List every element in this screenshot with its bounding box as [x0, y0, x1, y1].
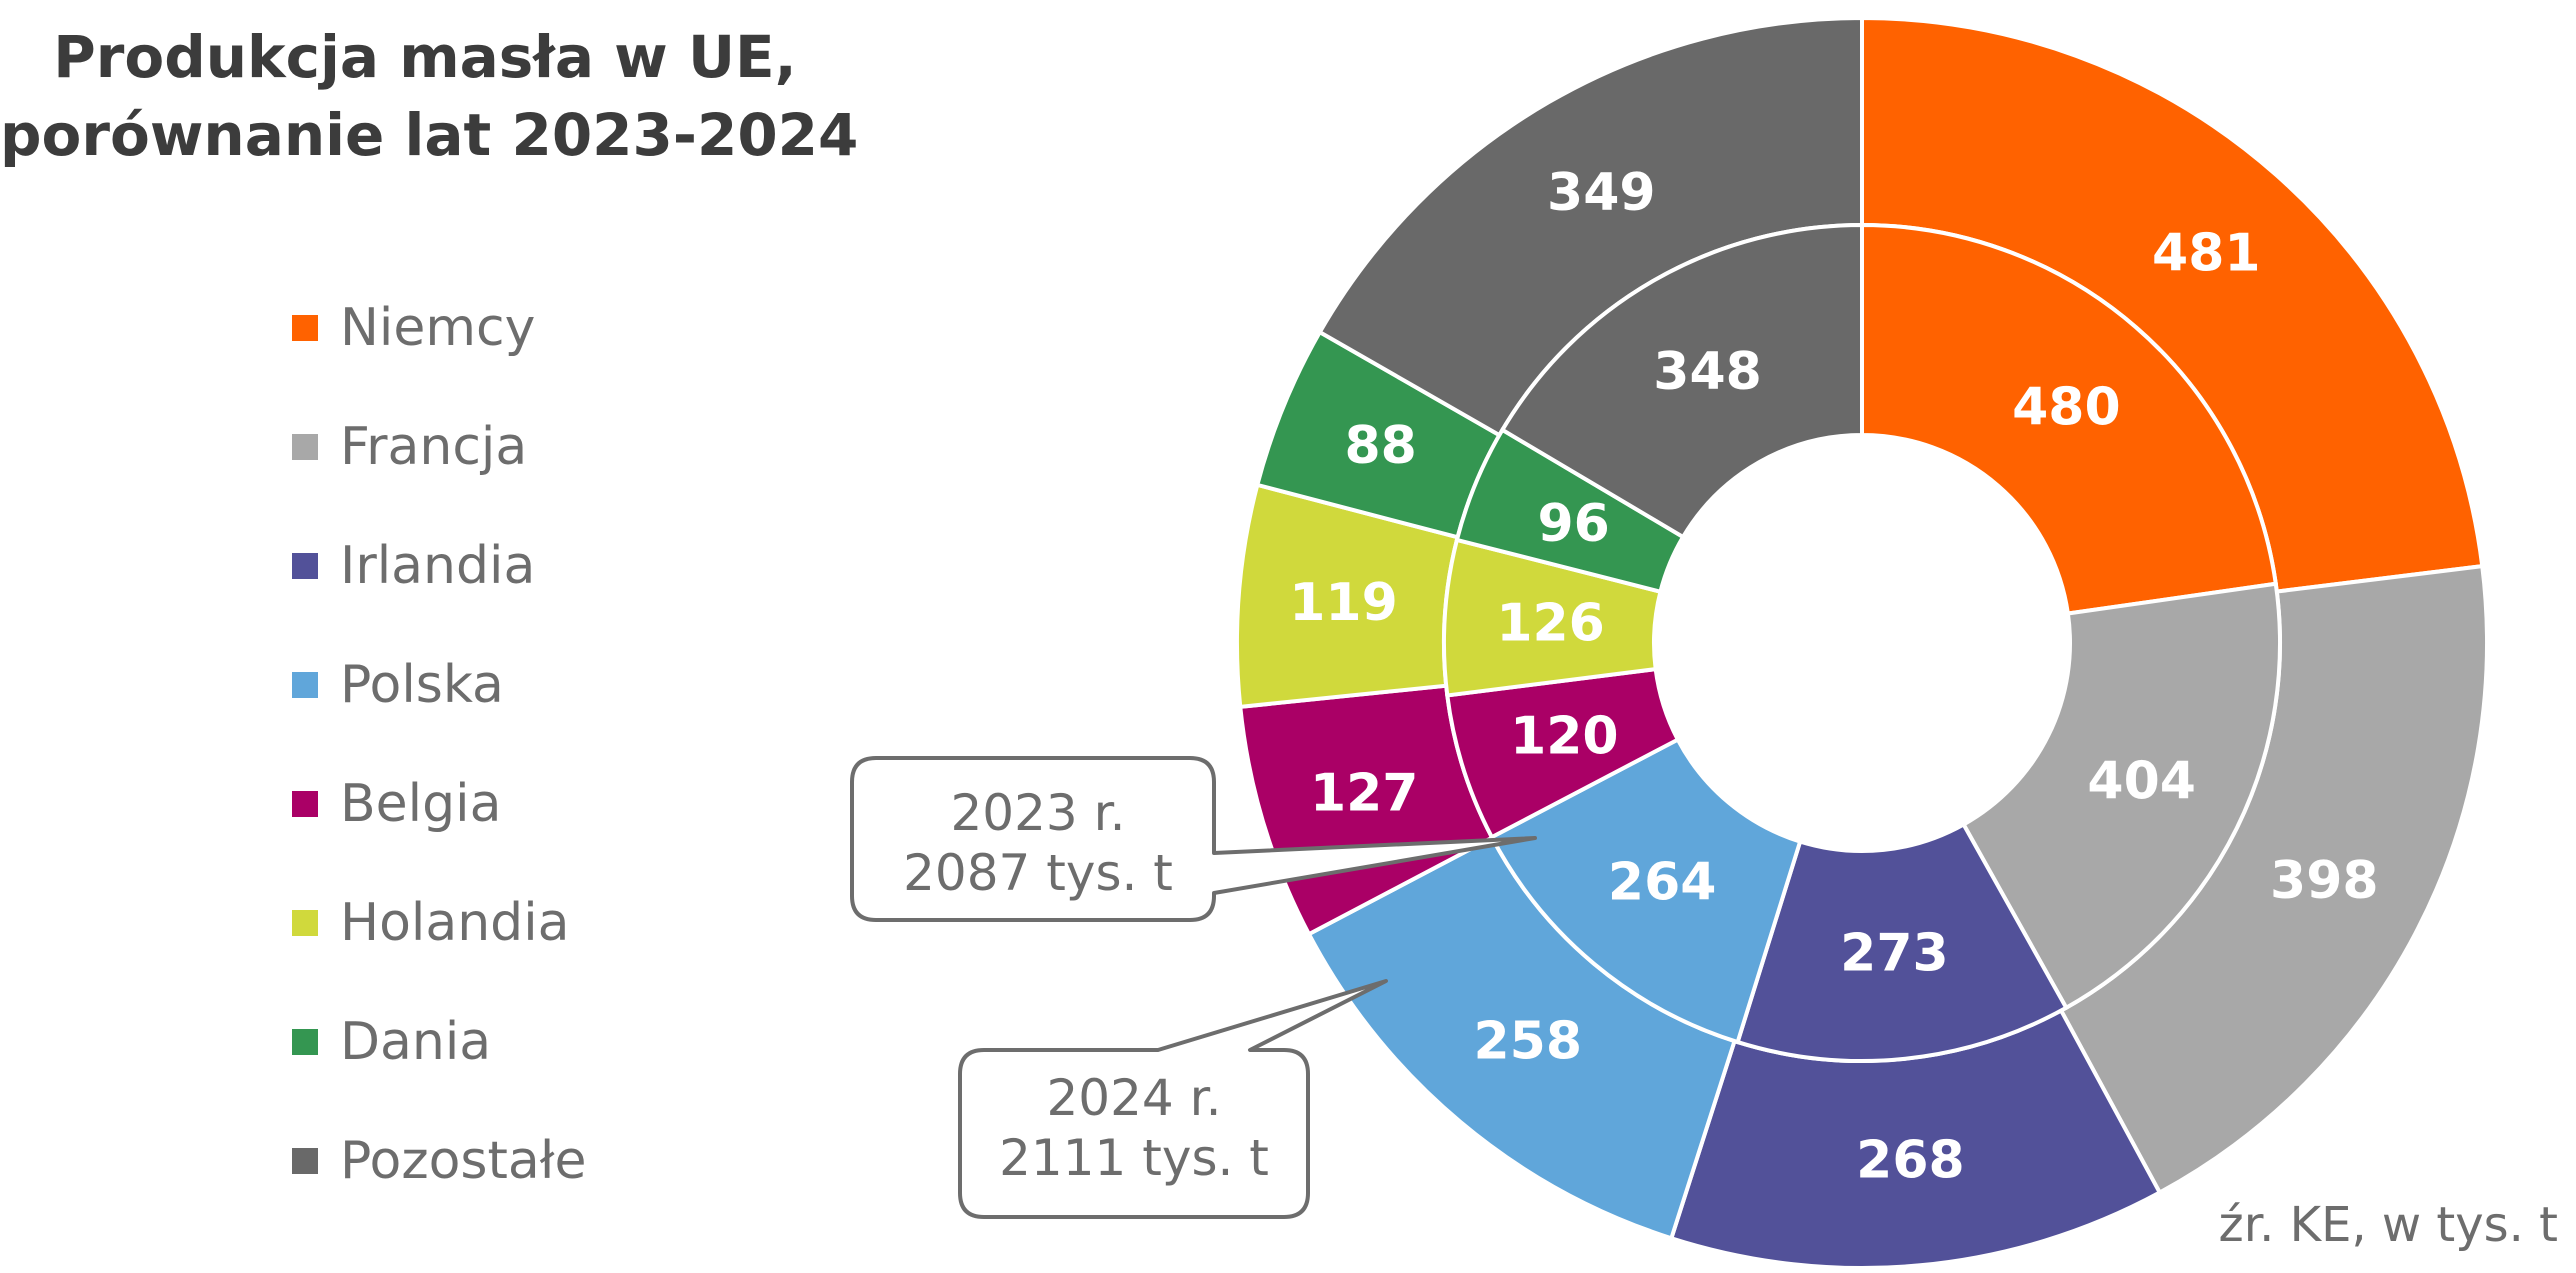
legend-swatch-dania: [292, 1028, 318, 1055]
legend-item-holandia: Holandia: [292, 863, 587, 982]
chart-title-line-1: Produkcja masła w UE,: [53, 23, 797, 91]
legend-swatch-belgia: [292, 790, 318, 817]
value-label-2023-dania: 96: [1537, 494, 1609, 554]
legend-swatch-niemcy: [292, 314, 318, 341]
value-labels: 480 404 273 264 120 126 96 348 481 398 268 258 127 11…: [1289, 163, 2378, 1191]
legend-item-polska: Polska: [292, 625, 587, 744]
chart-title: Produkcja masła w UE, porównanie lat 202…: [0, 18, 859, 174]
legend-item-irlandia: Irlandia: [292, 506, 587, 625]
value-label-2024-holandia: 119: [1289, 573, 1398, 633]
slice-2023-pozostale: [1499, 222, 1864, 540]
legend-label-polska: Polska: [340, 654, 504, 715]
legend-label-pozostale: Pozostałe: [340, 1130, 587, 1191]
chart-legend: Niemcy Francja Irlandia Polska Belgia Ho…: [292, 268, 587, 1220]
callout-2023-year: 2023 r.: [951, 784, 1126, 842]
value-label-2023-pozostale: 348: [1653, 342, 1762, 402]
callout-2023-total: 2087 tys. t: [903, 844, 1173, 902]
legend-label-belgia: Belgia: [340, 773, 502, 834]
callouts: 2023 r. 2087 tys. t 2024 r. 2111 tys. t: [850, 756, 1537, 1219]
source-note: źr. KE, w tys. t: [2218, 1197, 2558, 1253]
inner-ring-2023: [1442, 222, 2282, 1063]
legend-label-dania: Dania: [340, 1011, 492, 1072]
legend-swatch-pozostale: [292, 1147, 318, 1174]
value-label-2023-francja: 404: [2087, 751, 2196, 811]
legend-label-holandia: Holandia: [340, 892, 570, 953]
value-label-2024-pozostale: 349: [1547, 163, 1656, 223]
value-label-2024-francja: 398: [2270, 851, 2379, 911]
slice-2023-polska: [1489, 736, 1803, 1045]
slice-2023-irlandia: [1735, 821, 2069, 1063]
value-label-2024-polska: 258: [1473, 1011, 1582, 1071]
slice-2023-francja: [1960, 581, 2282, 1011]
slice-2023-niemcy: [1860, 222, 2279, 616]
legend-label-irlandia: Irlandia: [340, 535, 536, 596]
callout-2024-box: [958, 979, 1388, 1219]
value-label-2023-polska: 264: [1608, 853, 1717, 913]
legend-item-pozostale: Pozostałe: [292, 1101, 587, 1220]
value-label-2024-niemcy: 481: [2152, 223, 2261, 283]
callout-2024-total: 2111 tys. t: [999, 1129, 1269, 1187]
legend-item-niemcy: Niemcy: [292, 268, 587, 387]
legend-swatch-irlandia: [292, 552, 318, 579]
legend-swatch-francja: [292, 433, 318, 460]
callout-2024-year: 2024 r.: [1047, 1069, 1222, 1127]
value-label-2024-belgia: 127: [1310, 763, 1419, 823]
legend-label-niemcy: Niemcy: [340, 297, 536, 358]
value-label-2024-irlandia: 268: [1856, 1131, 1965, 1191]
value-label-2024-dania: 88: [1345, 416, 1417, 476]
value-label-2023-niemcy: 480: [2012, 377, 2121, 437]
value-label-2023-irlandia: 273: [1840, 923, 1949, 983]
legend-item-francja: Francja: [292, 387, 587, 506]
chart-title-line-2: porównanie lat 2023-2024: [0, 101, 859, 169]
outer-ring-2024: [1235, 15, 2489, 1270]
legend-label-francja: Francja: [340, 416, 528, 477]
callout-2023-box: [850, 756, 1537, 922]
legend-item-belgia: Belgia: [292, 744, 587, 863]
value-label-2023-holandia: 126: [1496, 594, 1605, 654]
legend-item-dania: Dania: [292, 982, 587, 1101]
legend-swatch-holandia: [292, 909, 318, 936]
value-label-2023-belgia: 120: [1510, 706, 1619, 766]
legend-swatch-polska: [292, 671, 318, 698]
